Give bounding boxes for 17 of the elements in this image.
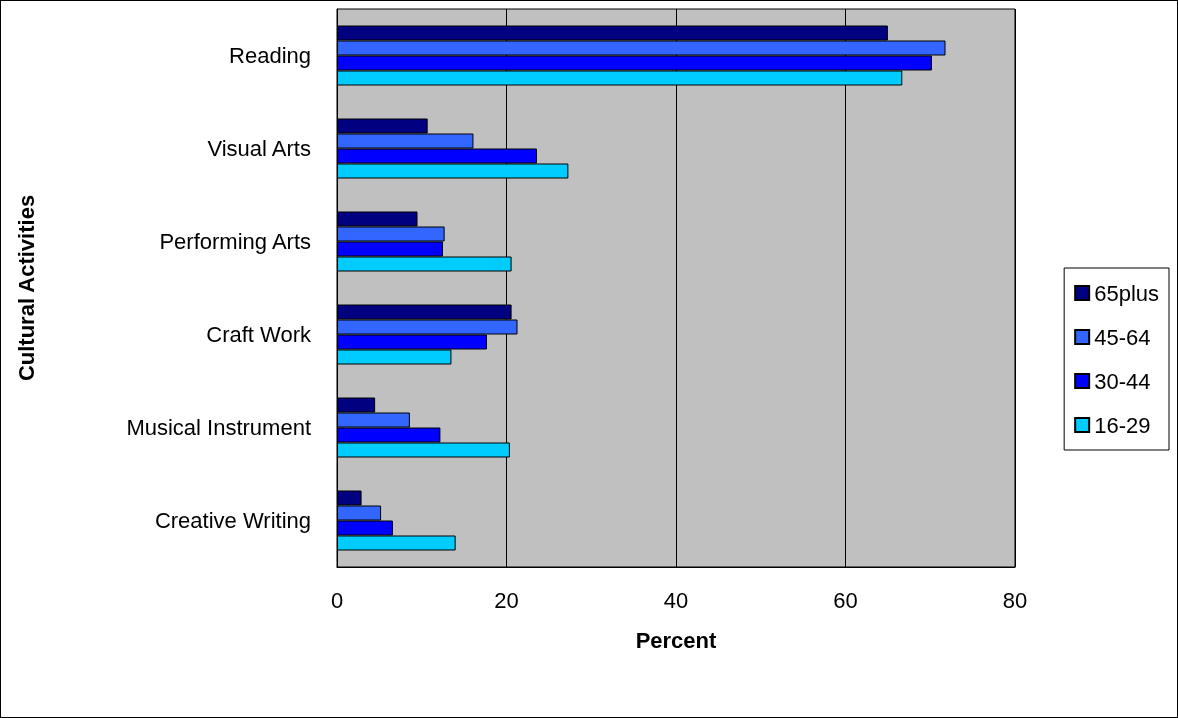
legend-label: 30-44 xyxy=(1094,368,1151,394)
legend-label: 45-64 xyxy=(1094,324,1151,350)
x-axis-title: Percent xyxy=(635,627,718,653)
y-tick-label: Performing Arts xyxy=(159,229,311,254)
y-tick-label: Creative Writing xyxy=(154,508,311,533)
x-tick-label: 80 xyxy=(1002,587,1028,613)
y-tick-label: Musical Instrument xyxy=(126,415,311,440)
x-tick-label: 60 xyxy=(833,587,858,613)
x-tick-label: 40 xyxy=(663,587,689,613)
x-tick-label: 20 xyxy=(494,587,519,613)
legend-label: 16-29 xyxy=(1094,412,1151,438)
y-tick-label: Reading xyxy=(229,43,311,68)
x-tick-label: 0 xyxy=(330,587,344,613)
y-axis-title: Cultural Activities xyxy=(13,194,39,382)
y-tick-label: Visual Arts xyxy=(207,136,311,161)
y-tick-label: Craft Work xyxy=(206,322,312,347)
legend-label: 65plus xyxy=(1094,280,1160,306)
